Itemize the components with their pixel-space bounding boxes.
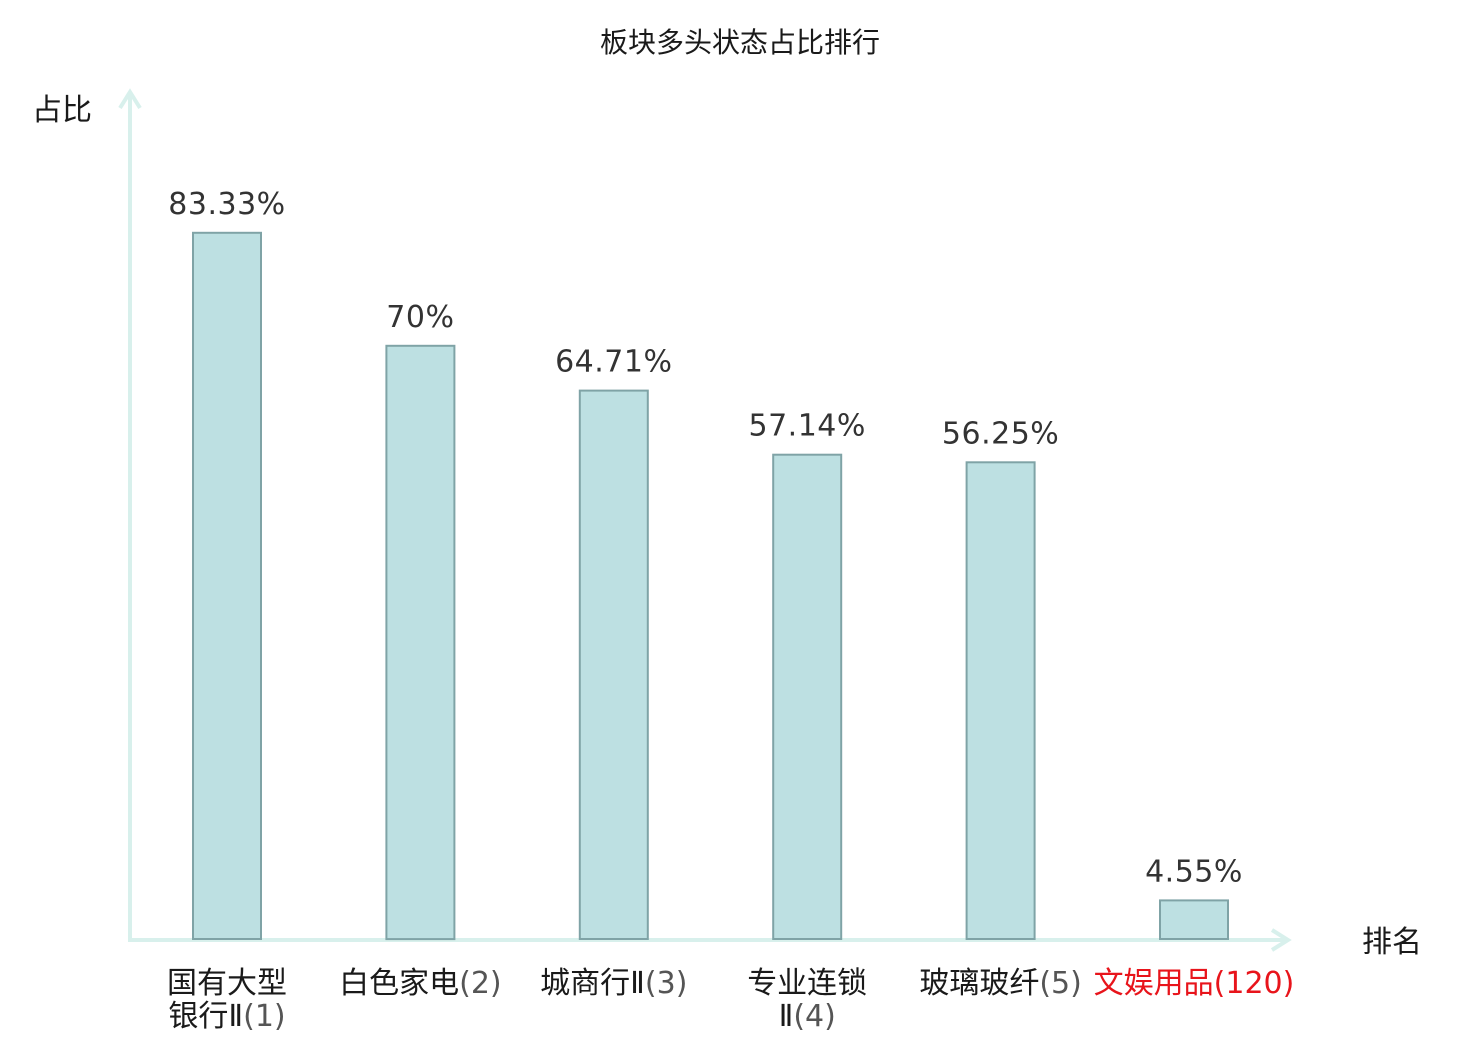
category-name-line: 专业连锁 xyxy=(747,966,867,1001)
category-name-line: 银行Ⅱ xyxy=(168,999,243,1034)
data-label: 4.55% xyxy=(1145,854,1243,889)
chart-title: 板块多头状态占比排行 xyxy=(600,26,880,59)
data-label: 56.25% xyxy=(942,416,1059,451)
x-axis-label: 排名 xyxy=(1362,925,1422,960)
category-rank: (2) xyxy=(459,966,502,1001)
category-rank: (4) xyxy=(793,999,836,1034)
x-axis-arrow xyxy=(1270,928,1292,952)
category-rank: (120) xyxy=(1214,966,1295,1001)
category-labels: 国有大型银行Ⅱ(1) 白色家电(2) 城商行Ⅱ(3) 专业连锁 Ⅱ(4) 玻璃玻纤(5) 文… xyxy=(167,966,1294,1034)
category-name-line: 国有大型 xyxy=(167,966,287,1001)
x-tick-label: 城商行Ⅱ(3) xyxy=(540,966,687,1001)
y-axis-label: 占比 xyxy=(32,93,92,128)
category-name-line: Ⅱ xyxy=(779,999,794,1034)
bar xyxy=(1159,899,1229,941)
category-rank: (1) xyxy=(243,999,286,1034)
category-name: 白色家电 xyxy=(339,966,459,1001)
category-name: 玻璃玻纤 xyxy=(919,966,1039,1001)
bar xyxy=(965,461,1036,940)
bars xyxy=(192,231,1229,941)
x-tick-label: 文娱用品(120) xyxy=(1094,966,1295,1001)
x-tick-label: 专业连锁 Ⅱ(4) xyxy=(747,966,867,1034)
data-label: 57.14% xyxy=(749,409,866,444)
category-rank: (3) xyxy=(645,966,688,1001)
x-tick-label: 白色家电(2) xyxy=(339,966,502,1001)
category-rank: (5) xyxy=(1039,966,1082,1001)
x-tick-label: 玻璃玻纤(5) xyxy=(919,966,1082,1001)
bar xyxy=(385,344,456,941)
bar xyxy=(772,453,843,940)
category-name: 文娱用品 xyxy=(1094,966,1214,1001)
x-tick-label: 国有大型银行Ⅱ(1) xyxy=(167,966,287,1034)
value-labels: 83.33% 70% 64.71% 57.14% 56.25% 4.55% xyxy=(168,187,1243,890)
bar xyxy=(192,231,262,941)
data-label: 70% xyxy=(386,300,454,335)
data-label: 64.71% xyxy=(555,345,672,380)
bar xyxy=(578,389,649,941)
data-label: 83.33% xyxy=(168,187,285,222)
y-axis: 占比 xyxy=(32,88,142,940)
y-axis-arrow xyxy=(118,88,142,110)
category-name: 城商行Ⅱ xyxy=(540,966,645,1001)
x-axis: 排名 xyxy=(128,925,1422,960)
